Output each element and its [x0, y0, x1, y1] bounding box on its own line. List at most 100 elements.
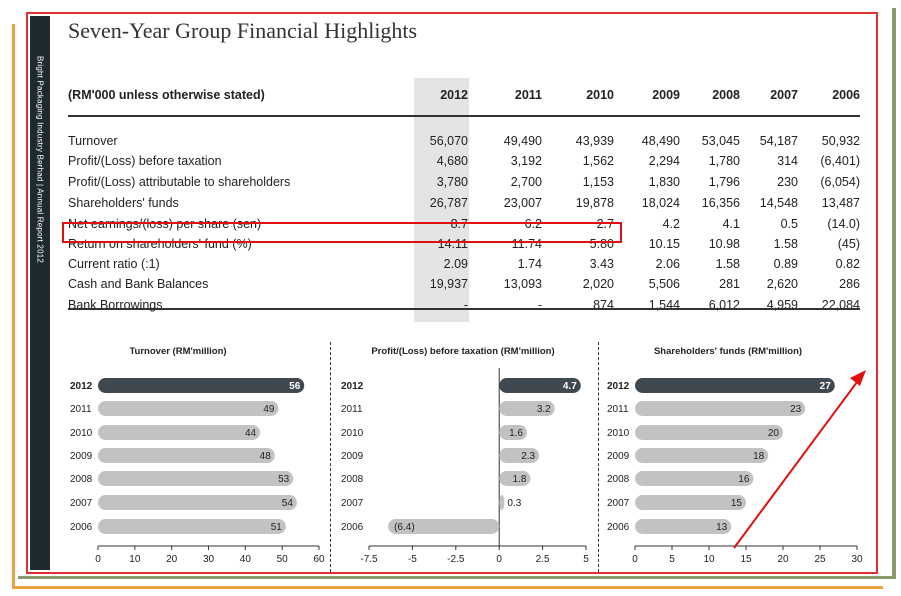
- cell-value: 14.11: [437, 237, 468, 251]
- x-tick-label: -5: [408, 554, 417, 565]
- cell-value: 11.74: [511, 237, 542, 251]
- table-bottom-divider: [68, 308, 860, 310]
- bar: [98, 471, 294, 486]
- cell-value: 1,153: [582, 175, 614, 189]
- category-label: 2010: [607, 428, 630, 439]
- cell-value: 8.7: [450, 217, 468, 231]
- table-row: Profit/(Loss) attributable to shareholde…: [68, 175, 860, 195]
- data-label: (6.4): [394, 522, 415, 533]
- cell-value: 2.09: [443, 257, 468, 271]
- year-header: 2010: [586, 88, 614, 102]
- cell-value: 13,093: [503, 277, 542, 291]
- row-label: Return on shareholders' fund (%): [68, 237, 252, 251]
- cell-value: 10.98: [708, 237, 740, 251]
- highlight-column-2012: [414, 78, 469, 322]
- row-label: Current ratio (:1): [68, 257, 160, 271]
- cell-value: 0.89: [773, 257, 798, 271]
- cell-value: 3.43: [589, 257, 614, 271]
- bar: [635, 401, 806, 416]
- category-label: 2011: [607, 404, 629, 415]
- row-label: Shareholders' funds: [68, 196, 179, 210]
- category-label: 2007: [607, 498, 630, 509]
- chart-title: Shareholders' funds (RM'million): [654, 346, 802, 357]
- table-row: Current ratio (:1) 2.09 1.74 3.43 2.06 1.58 0.…: [68, 257, 860, 277]
- row-label: Net earnings/(loss) per share (sen): [68, 217, 262, 231]
- data-label: 51: [271, 522, 283, 533]
- x-tick-label: 5: [669, 554, 675, 565]
- year-header: 2008: [712, 88, 740, 102]
- category-label: 2008: [341, 474, 364, 485]
- cell-value: 16,356: [701, 196, 740, 210]
- category-label: 2006: [70, 522, 93, 533]
- header-divider: [68, 115, 860, 117]
- data-label: 23: [790, 404, 802, 415]
- cell-value: 286: [839, 277, 860, 291]
- table-header-row: (RM'000 unless otherwise stated) 2012 2011…: [68, 88, 860, 108]
- category-label: 2011: [70, 404, 92, 415]
- x-tick-label: 10: [129, 554, 141, 565]
- bar: [499, 448, 540, 463]
- cell-value: 23,007: [503, 196, 542, 210]
- bar: [98, 448, 275, 463]
- cell-value: 4.2: [662, 217, 680, 231]
- table-row: Shareholders' funds 26,787 23,007 19,878 18,…: [68, 196, 860, 216]
- spine-sidebar: Bright Packaging Industry Berhad | Annua…: [30, 16, 50, 570]
- bar: [499, 471, 531, 486]
- data-label: 3.2: [537, 404, 551, 415]
- data-label: 48: [260, 451, 272, 462]
- x-tick-label: 40: [240, 554, 252, 565]
- cell-value: 48,490: [641, 134, 680, 148]
- cell-value: 3,192: [510, 154, 542, 168]
- cell-value: 13,487: [821, 196, 860, 210]
- annotation-arrow-head: [850, 370, 866, 386]
- category-label: 2008: [607, 474, 630, 485]
- cell-value: 6.2: [524, 217, 542, 231]
- x-tick-label: 5: [583, 554, 589, 565]
- x-tick-label: 30: [851, 554, 863, 565]
- year-header: 2007: [770, 88, 798, 102]
- page-shadow-olive: [18, 8, 896, 579]
- data-label: 16: [738, 474, 750, 485]
- cell-value: 4.1: [722, 217, 740, 231]
- bar: [98, 401, 279, 416]
- bar: [635, 519, 732, 534]
- bar: [635, 378, 835, 393]
- bar: [98, 495, 297, 510]
- table-row: Return on shareholders' fund (%) 14.11 11.…: [68, 237, 860, 257]
- cell-value: 0.5: [780, 217, 798, 231]
- cell-value: 18,024: [641, 196, 680, 210]
- data-label: 54: [282, 498, 294, 509]
- category-label: 2010: [70, 428, 93, 439]
- data-label: 0.3: [507, 498, 521, 509]
- category-label: 2009: [607, 451, 630, 462]
- cell-value: 1,830: [648, 175, 680, 189]
- row-label: Cash and Bank Balances: [68, 277, 209, 291]
- cell-value: 54,187: [759, 134, 798, 148]
- cell-value: 2,294: [648, 154, 680, 168]
- cell-value: 43,939: [575, 134, 614, 148]
- data-label: 20: [768, 428, 780, 439]
- cell-value: 3,780: [436, 175, 468, 189]
- data-label: 18: [753, 451, 765, 462]
- cell-value: 1.74: [517, 257, 542, 271]
- chart-separator-2: [598, 342, 599, 572]
- cell-value: 56,070: [429, 134, 468, 148]
- cell-value: 26,787: [429, 196, 468, 210]
- cell-value: 230: [777, 175, 798, 189]
- category-label: 2010: [341, 428, 364, 439]
- category-label: 2006: [607, 522, 630, 533]
- x-tick-label: 10: [703, 554, 715, 565]
- chart-title: Turnover (RM'million): [129, 346, 226, 357]
- cell-value: 5,506: [648, 277, 680, 291]
- cell-value: 2,020: [582, 277, 614, 291]
- x-tick-label: 20: [166, 554, 178, 565]
- table-row: Profit/(Loss) before taxation 4,680 3,192 1…: [68, 154, 860, 174]
- x-tick-label: -7.5: [360, 554, 378, 565]
- data-label: 13: [716, 522, 728, 533]
- year-header: 2011: [514, 88, 542, 102]
- bar: [635, 471, 754, 486]
- data-label: 44: [245, 428, 257, 439]
- year-header: 2012: [440, 88, 468, 102]
- cell-value: 2,700: [510, 175, 542, 189]
